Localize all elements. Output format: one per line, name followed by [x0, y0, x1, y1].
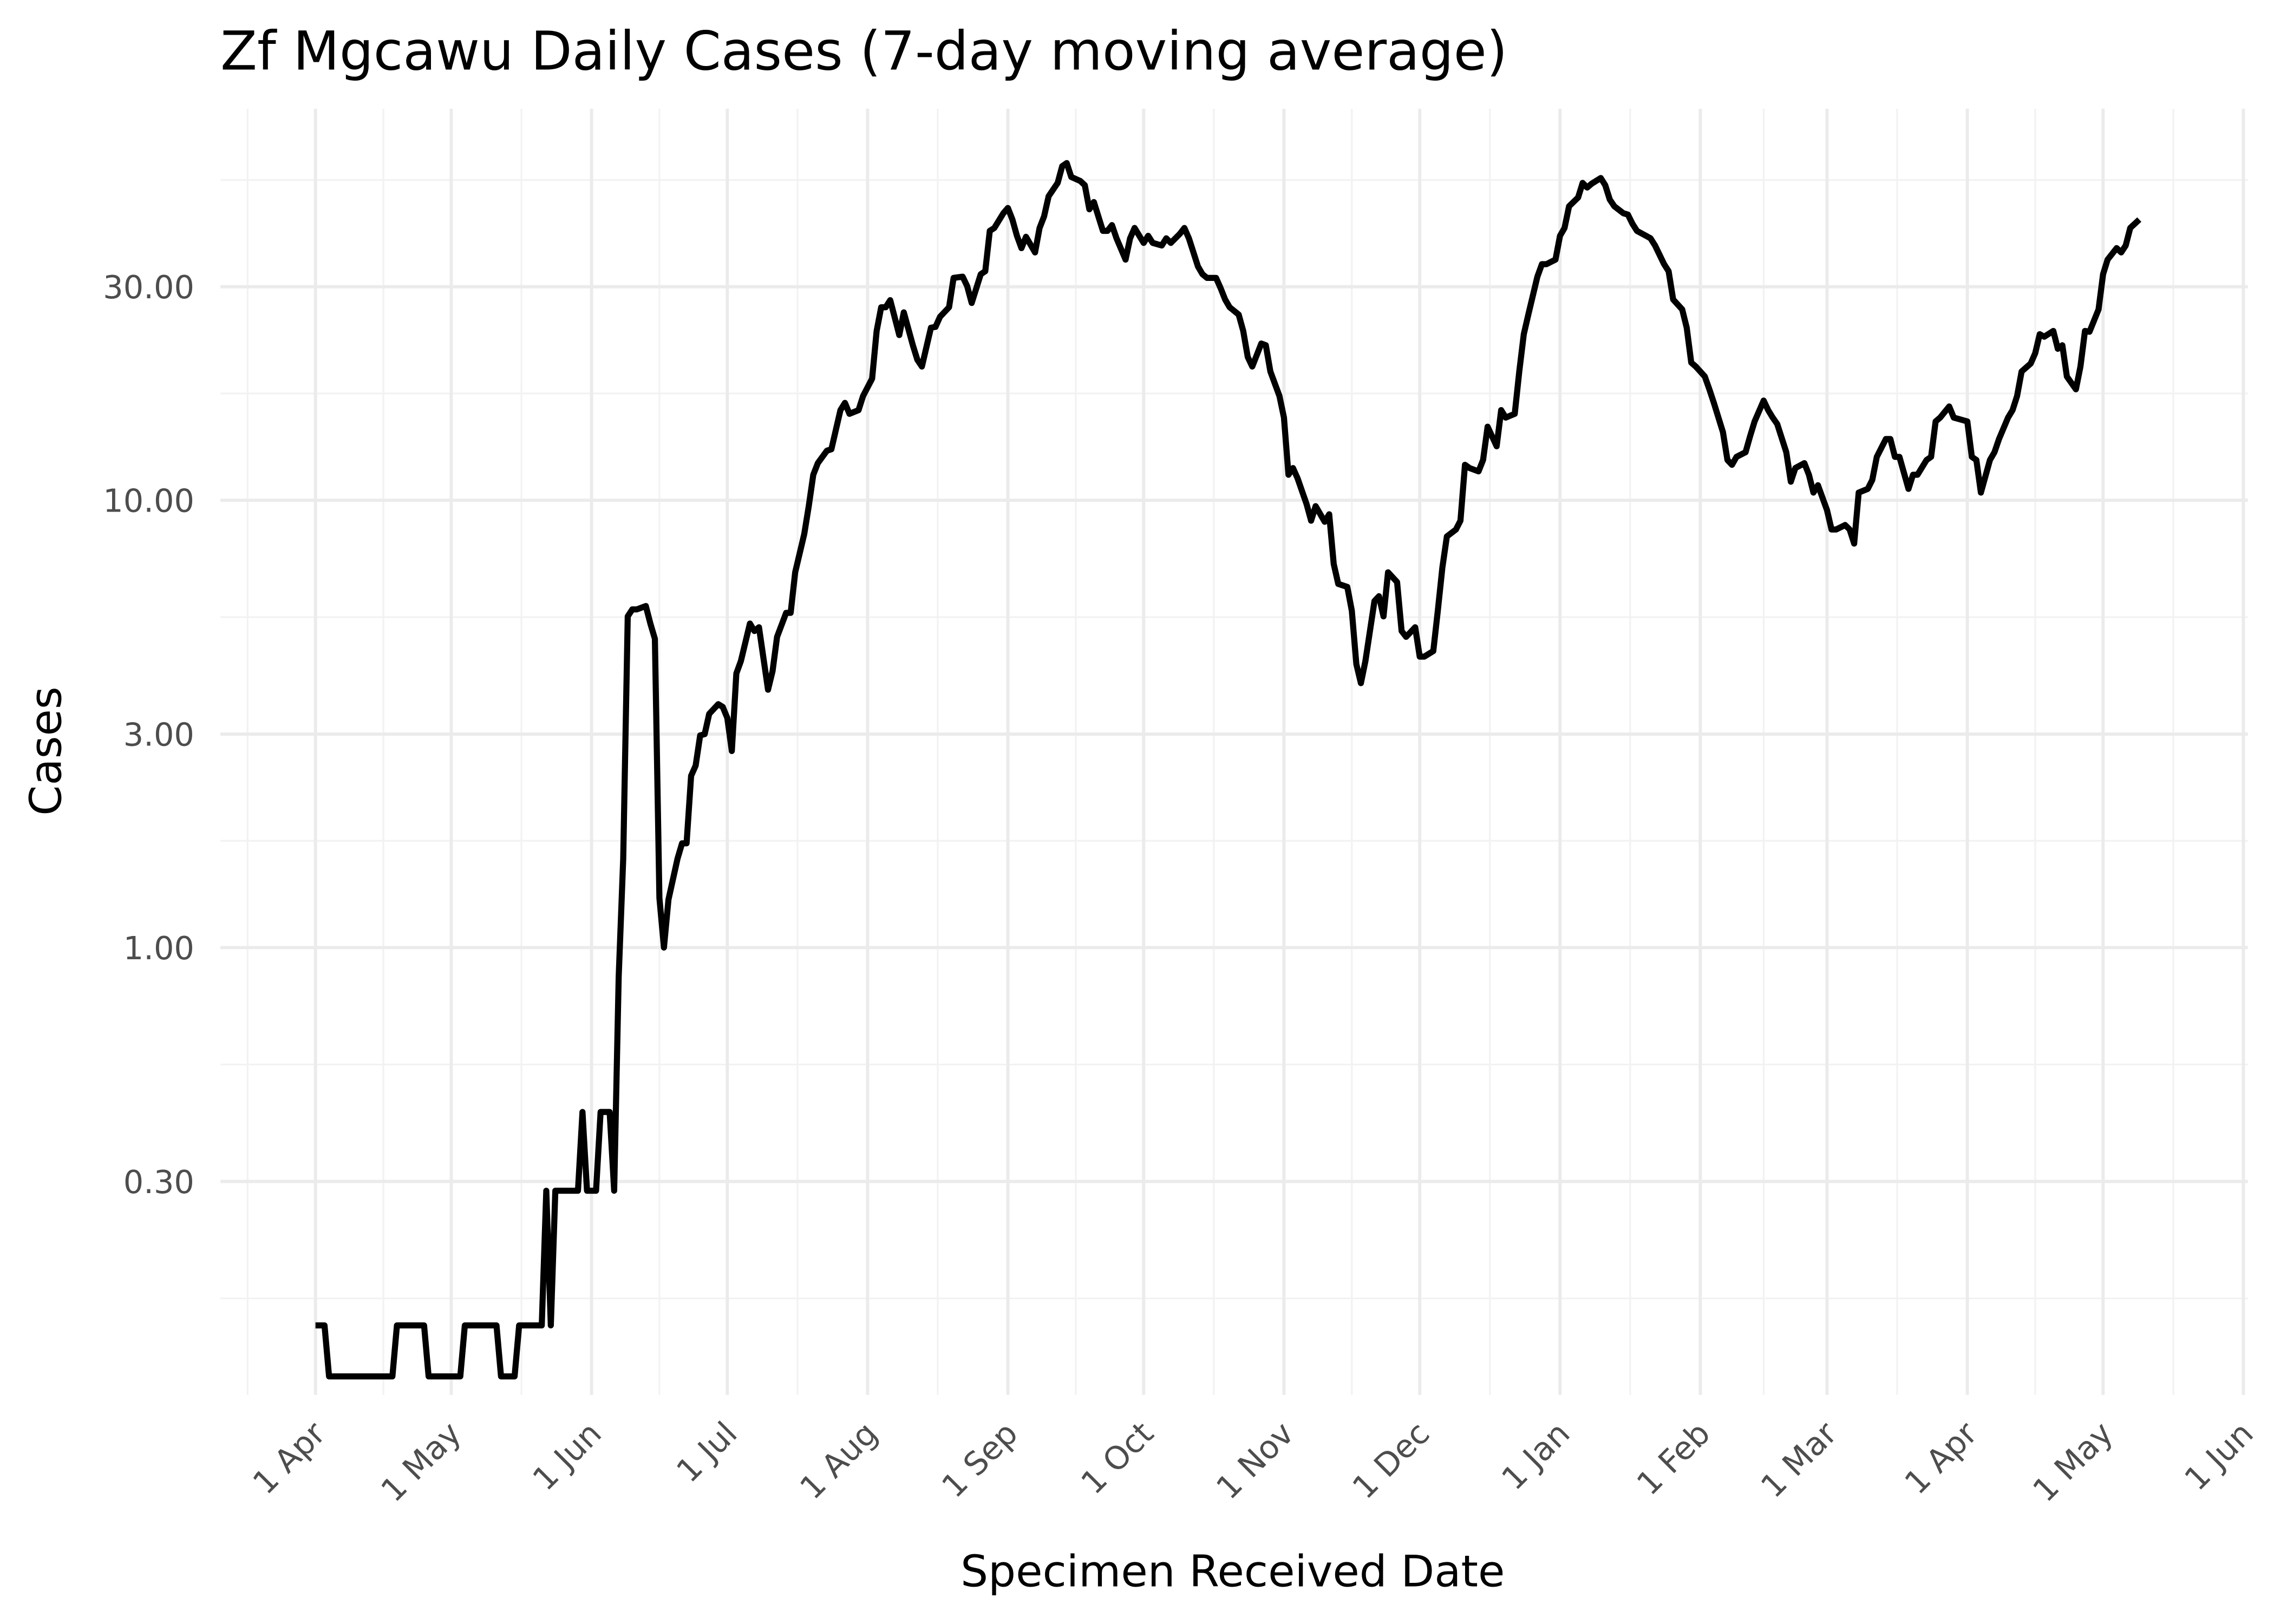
x-tick-label: 1 May	[2025, 1415, 2120, 1509]
x-tick-label: 1 Jun	[2177, 1415, 2260, 1498]
x-tick-label: 1 Apr	[245, 1414, 332, 1501]
x-tick-label: 1 Nov	[1209, 1415, 1301, 1507]
x-tick-label: 1 Sep	[935, 1415, 1025, 1505]
y-tick-label: 1.00	[123, 929, 194, 967]
chart-title: Zf Mgcawu Daily Cases (7-day moving aver…	[220, 21, 1507, 83]
x-tick-label: 1 Jul	[669, 1415, 744, 1490]
x-tick-label: 1 May	[374, 1415, 468, 1509]
y-tick-label: 10.00	[103, 482, 194, 519]
marks	[315, 160, 2142, 1380]
data-line	[315, 160, 2142, 1380]
x-axis-title: Specimen Received Date	[960, 1546, 1505, 1596]
y-tick-label: 0.30	[123, 1163, 194, 1201]
y-tick-label: 30.00	[103, 269, 194, 306]
x-tick-label: 1 Jun	[525, 1415, 609, 1498]
x-tick-label: 1 Dec	[1345, 1415, 1436, 1506]
x-tick-label: 1 Jan	[1494, 1415, 1577, 1497]
x-tick-label: 1 Apr	[1897, 1414, 1984, 1501]
x-tick-label: 1 Oct	[1074, 1415, 1161, 1502]
x-tick-label: 1 Mar	[1754, 1414, 1845, 1505]
grid	[220, 108, 2248, 1395]
x-tick-label: 1 Aug	[793, 1415, 885, 1507]
y-tick-label: 3.00	[123, 716, 194, 754]
y-axis-title: Cases	[21, 686, 71, 815]
x-tick-label: 1 Feb	[1629, 1415, 1717, 1502]
